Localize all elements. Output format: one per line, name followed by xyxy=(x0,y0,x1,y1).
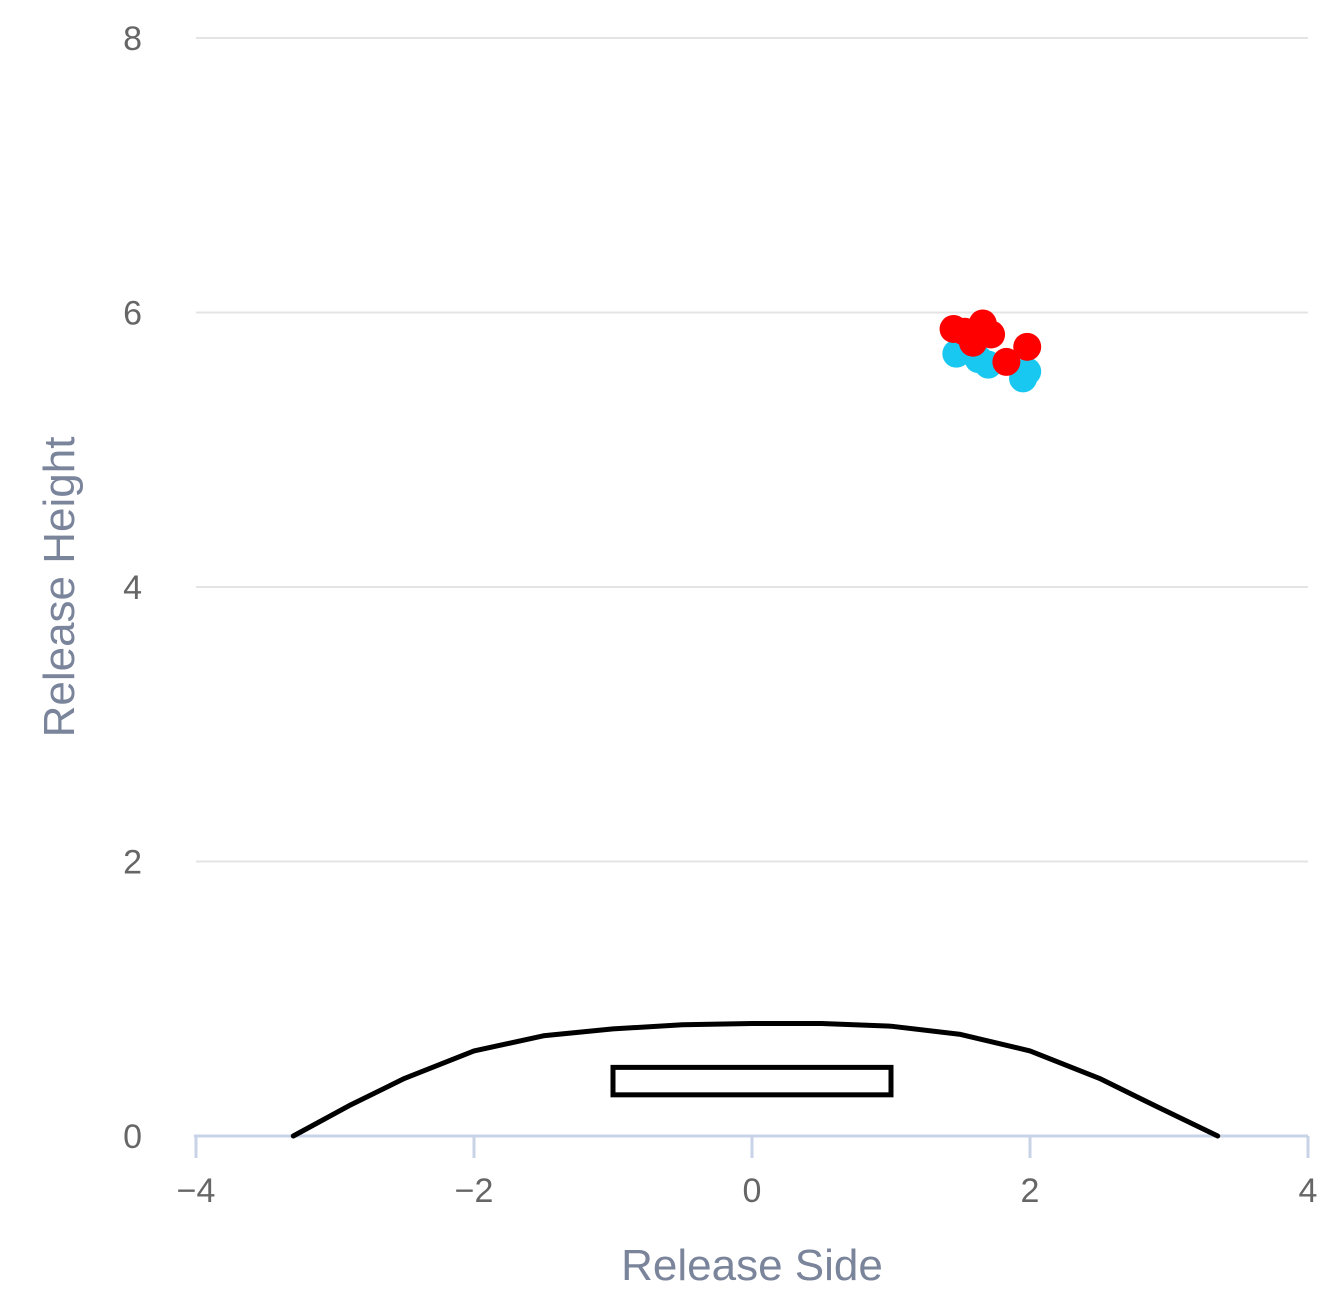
data-point xyxy=(992,347,1021,376)
y-tick-label: 0 xyxy=(123,1118,142,1156)
x-tick-label: 4 xyxy=(1299,1172,1318,1210)
mound-and-rubber xyxy=(290,1021,1221,1139)
x-axis xyxy=(194,1134,1310,1158)
x-tick-labels: −4 −2 0 2 4 xyxy=(177,1172,1318,1210)
data-point xyxy=(1013,357,1042,386)
y-tick-labels: 0 2 4 6 8 xyxy=(123,20,142,1156)
data-point xyxy=(1013,332,1042,361)
pitching-rubber xyxy=(610,1064,894,1098)
x-tick-label: −2 xyxy=(455,1172,494,1210)
data-point xyxy=(977,320,1006,349)
mound-outline xyxy=(290,1021,1221,1139)
data-points xyxy=(939,309,1042,393)
x-axis-title: Release Side xyxy=(621,1241,883,1290)
y-tick-label: 8 xyxy=(123,20,142,58)
x-tick-label: 0 xyxy=(743,1172,762,1210)
y-tick-label: 6 xyxy=(123,295,142,333)
y-tick-label: 4 xyxy=(123,569,142,607)
x-tick-label: 2 xyxy=(1021,1172,1040,1210)
x-tick-label: −4 xyxy=(177,1172,216,1210)
grid-lines xyxy=(196,37,1308,863)
y-axis-title: Release Height xyxy=(35,437,84,738)
y-tick-label: 2 xyxy=(123,844,142,882)
